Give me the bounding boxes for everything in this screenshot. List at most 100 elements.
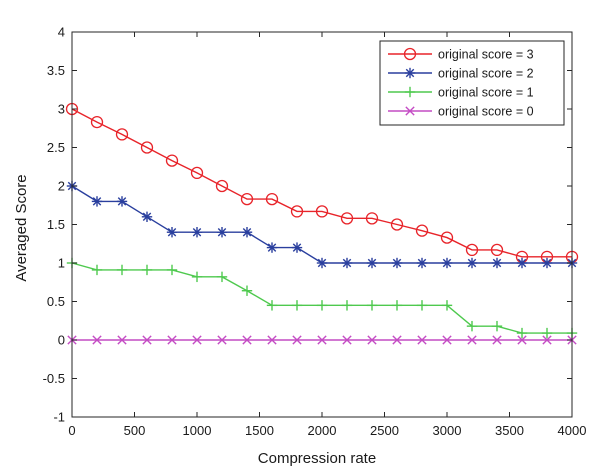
data-point (241, 227, 253, 238)
data-point (466, 257, 478, 269)
data-point-shape (365, 212, 379, 225)
data-point (541, 257, 553, 269)
data-point-stroke (317, 335, 327, 345)
legend-label: original score = 0 (438, 105, 534, 119)
data-point-stroke (192, 335, 202, 345)
data-point-shape (215, 179, 229, 193)
data-point-stroke (217, 335, 227, 345)
legend-marker-stroke (405, 68, 415, 78)
data-point-shape (240, 192, 254, 206)
data-point (140, 141, 154, 154)
y-tick-label: -1 (53, 410, 65, 425)
data-point (467, 335, 477, 345)
data-point-stroke (217, 227, 227, 237)
data-point-stroke (192, 227, 202, 237)
y-axis-label: Averaged Score (13, 174, 30, 281)
data-point-stroke (392, 335, 402, 345)
data-point (292, 335, 302, 345)
data-point-stroke (467, 335, 477, 345)
data-point (166, 227, 178, 238)
legend: original score = 3 original score = 2 orig… (379, 40, 565, 126)
data-point-shape (115, 128, 129, 141)
y-tick-label: -0.5 (43, 371, 65, 386)
data-point (116, 264, 128, 276)
data-point (115, 128, 129, 141)
data-point (192, 335, 202, 345)
data-point (117, 335, 127, 345)
data-point (490, 243, 504, 257)
data-point (367, 335, 377, 345)
x-tick-label: 2500 (370, 423, 399, 438)
y-tick-label: 1 (58, 256, 65, 271)
data-point-shape (415, 224, 429, 237)
data-point-stroke (517, 258, 527, 268)
x-tick-label: 1000 (183, 423, 212, 438)
data-point (390, 218, 404, 231)
data-point (466, 320, 478, 332)
data-point (491, 257, 503, 269)
data-point (215, 179, 229, 193)
data-point (291, 242, 303, 253)
data-point (517, 335, 527, 345)
data-point-stroke (542, 335, 552, 345)
data-point (242, 335, 252, 345)
data-point (92, 335, 102, 345)
data-point (216, 271, 228, 283)
data-point (267, 335, 277, 345)
data-point-stroke (242, 335, 252, 345)
legend-label: original score = 1 (438, 86, 534, 100)
data-point (465, 243, 479, 257)
data-point (317, 335, 327, 345)
data-point-shape (290, 205, 304, 218)
y-tick-label: 0 (58, 333, 65, 348)
y-tick-label: 3 (58, 102, 65, 117)
data-point-stroke (92, 335, 102, 345)
data-point-stroke (342, 335, 352, 345)
data-point-stroke (142, 335, 152, 345)
x-tick-label: 4000 (558, 423, 587, 438)
data-point (491, 320, 503, 332)
data-point (315, 205, 329, 218)
data-point (316, 257, 328, 269)
x-tick-label: 500 (124, 423, 146, 438)
data-point (190, 166, 204, 180)
data-point (217, 335, 227, 345)
data-point (366, 257, 378, 269)
x-tick-label: 3500 (495, 423, 524, 438)
data-point (241, 285, 253, 296)
data-point-stroke (442, 258, 452, 268)
data-point-shape (490, 243, 504, 257)
legend-entry: original score = 1 (388, 86, 534, 100)
data-point-shape (165, 154, 179, 167)
data-point-stroke (92, 197, 102, 206)
data-point-stroke (267, 335, 277, 345)
data-point-shape (390, 218, 404, 231)
axes: 0 500 1000 1500 2000 2500 3000 3500 4000 -1 -0.5 0 0… (43, 25, 587, 439)
data-point (141, 264, 153, 276)
legend-marker (404, 67, 416, 79)
data-point (191, 227, 203, 238)
data-point-stroke (442, 335, 452, 345)
data-point-shape (140, 141, 154, 154)
data-point (342, 335, 352, 345)
data-point-stroke (117, 197, 127, 206)
data-point (341, 257, 353, 269)
data-point-stroke (367, 258, 377, 268)
data-point-stroke (167, 227, 177, 237)
legend-entry: original score = 2 (388, 67, 534, 81)
data-point-stroke (267, 243, 277, 252)
data-point (416, 257, 428, 269)
data-point (442, 335, 452, 345)
legend-label: original score = 2 (438, 67, 534, 81)
data-point (492, 335, 502, 345)
data-point (166, 264, 178, 276)
legend-label: original score = 3 (438, 48, 534, 62)
data-point (216, 227, 228, 238)
data-point (167, 335, 177, 345)
data-point-stroke (517, 335, 527, 345)
data-point-stroke (117, 335, 127, 345)
data-point (391, 300, 403, 311)
data-point (416, 300, 428, 311)
